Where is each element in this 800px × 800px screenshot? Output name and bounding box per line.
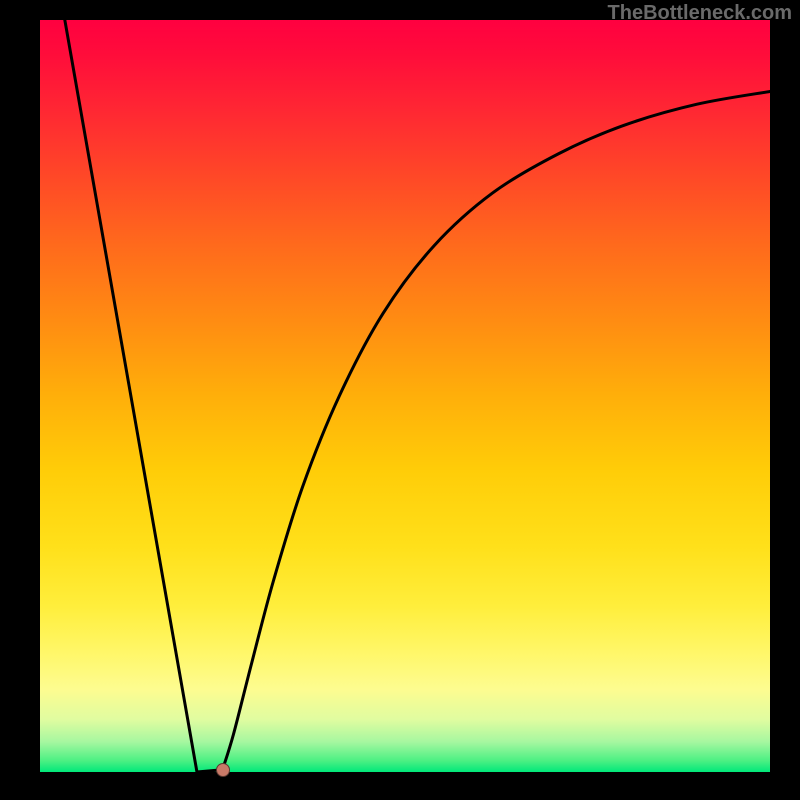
optimum-marker <box>216 763 230 777</box>
watermark-text: TheBottleneck.com <box>608 2 792 25</box>
plot-area <box>40 20 770 772</box>
gradient-background <box>40 20 770 772</box>
chart-container: TheBottleneck.com <box>0 0 800 800</box>
plot-svg <box>40 20 770 772</box>
